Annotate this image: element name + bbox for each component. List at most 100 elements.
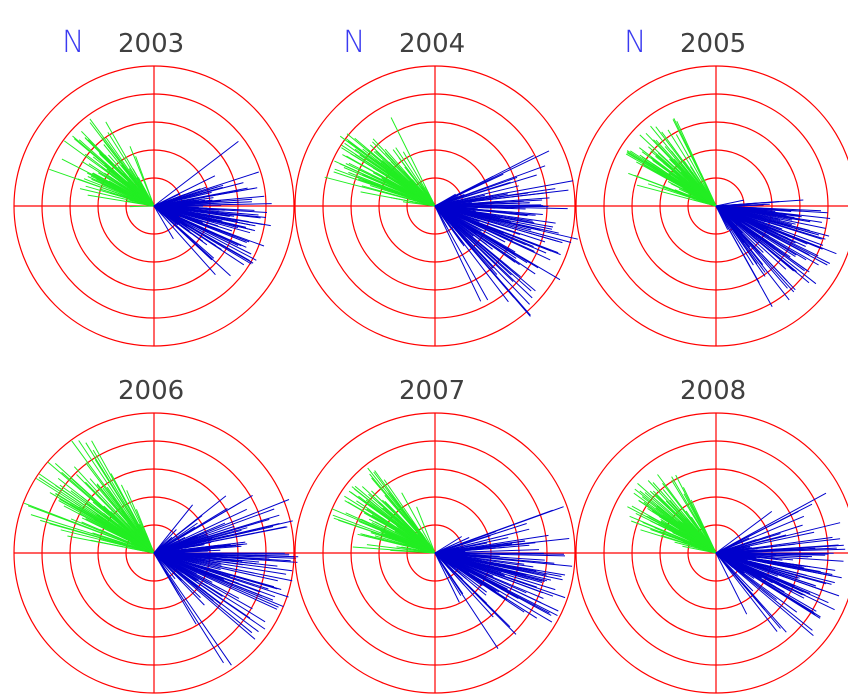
blue-series-vector — [153, 529, 177, 554]
polar-chart-2005: 2005 N — [575, 25, 848, 347]
green-series-vector — [57, 478, 155, 554]
blue-series-vector — [153, 141, 239, 207]
blue-series-vector — [715, 199, 745, 207]
blue-series-vector — [153, 526, 286, 554]
green-series-vector — [382, 499, 436, 554]
green-series-vector — [92, 449, 155, 554]
blue-series-vector — [715, 205, 754, 266]
blue-series-vector — [715, 543, 796, 554]
blue-series-vector — [715, 534, 787, 554]
green-series-vector — [671, 476, 717, 554]
green-series-vector — [362, 533, 436, 554]
green-series-vector — [383, 479, 436, 554]
blue-series-vector — [434, 552, 488, 593]
green-series-vector — [81, 521, 155, 554]
blue-series — [153, 494, 299, 666]
blue-series-vector — [715, 552, 740, 562]
blue-series-vector — [715, 205, 758, 265]
green-series — [324, 117, 436, 207]
blue-series-vector — [153, 552, 268, 587]
polar-chart-2008: 2008 — [575, 376, 848, 694]
green-series-vector — [676, 120, 717, 207]
green-series-vector — [636, 184, 717, 207]
blue-series-vector — [153, 205, 223, 222]
blue-series-vector — [715, 552, 787, 633]
blue-series-vector — [434, 155, 535, 207]
green-series-vector — [332, 514, 436, 554]
blue-series-vector — [434, 552, 554, 597]
year-label: 2008 — [680, 376, 746, 406]
year-label: 2007 — [399, 376, 465, 406]
blue-series — [715, 199, 837, 307]
blue-series-vector — [153, 205, 184, 210]
green-series-vector — [347, 501, 436, 554]
green-series-vector — [92, 532, 155, 554]
green-series-vector — [79, 188, 155, 207]
blue-series-vector — [434, 205, 561, 256]
blue-series-vector — [434, 205, 512, 276]
blue-series-vector — [153, 552, 243, 566]
green-series-vector — [390, 549, 436, 554]
green-series-vector — [38, 473, 155, 554]
blue-series-vector — [434, 205, 472, 207]
blue-series-vector — [434, 205, 482, 302]
green-series-vector — [135, 509, 155, 554]
blue-series-vector — [715, 205, 756, 249]
blue-series-vector — [434, 205, 520, 266]
green-series-vector — [87, 194, 155, 207]
green-series — [627, 474, 717, 554]
blue-series-vector — [434, 205, 456, 216]
blue-series-vector — [153, 205, 203, 223]
green-series-vector — [398, 157, 436, 207]
blue-series-vector — [434, 205, 517, 259]
blue-series-vector — [715, 552, 777, 560]
blue-series-vector — [715, 548, 846, 554]
green-series-vector — [132, 186, 155, 207]
blue-series — [153, 141, 272, 277]
blue-series-vector — [153, 201, 214, 207]
blue-series-vector — [434, 205, 516, 253]
green-series-vector — [361, 486, 436, 554]
blue-series-vector — [715, 205, 787, 217]
blue-series-vector — [715, 552, 744, 574]
blue-series-vector — [434, 552, 563, 581]
green-series-vector — [78, 440, 155, 554]
blue-series-vector — [153, 552, 205, 606]
green-series-vector — [93, 518, 155, 554]
green-series-vector — [658, 520, 717, 554]
blue-series-vector — [153, 552, 221, 590]
green-series-vector — [85, 462, 155, 554]
blue-series-vector — [715, 205, 796, 225]
green-series-vector — [698, 192, 717, 207]
year-label: 2003 — [118, 29, 184, 59]
blue-series-vector — [434, 552, 505, 576]
green-series-vector — [661, 534, 717, 554]
blue-series-vector — [153, 193, 186, 207]
blue-series-vector — [153, 504, 193, 554]
blue-series-vector — [715, 547, 752, 554]
green-series-vector — [132, 195, 155, 207]
green-series-vector — [118, 516, 155, 554]
green-series-vector — [388, 492, 436, 554]
green-series-vector — [89, 122, 155, 207]
green-series-vector — [629, 515, 717, 554]
green-series-vector — [129, 205, 155, 208]
blue-series-vector — [153, 205, 179, 226]
blue-series-vector — [715, 510, 799, 554]
blue-series-vector — [153, 552, 224, 664]
blue-series-vector — [153, 552, 274, 601]
blue-series-vector — [715, 492, 827, 554]
north-label: N — [343, 25, 365, 60]
green-series-vector — [369, 185, 436, 207]
blue-series-vector — [153, 552, 214, 559]
green-series-vector — [675, 134, 717, 207]
blue-series-vector — [434, 552, 490, 577]
blue-series-vector — [434, 552, 555, 564]
green-series-vector — [84, 137, 155, 207]
blue-series-vector — [434, 205, 551, 261]
blue-series-vector — [153, 514, 280, 554]
blue-series-vector — [434, 536, 462, 554]
blue-series-vector — [434, 205, 465, 247]
blue-series-vector — [715, 205, 775, 247]
